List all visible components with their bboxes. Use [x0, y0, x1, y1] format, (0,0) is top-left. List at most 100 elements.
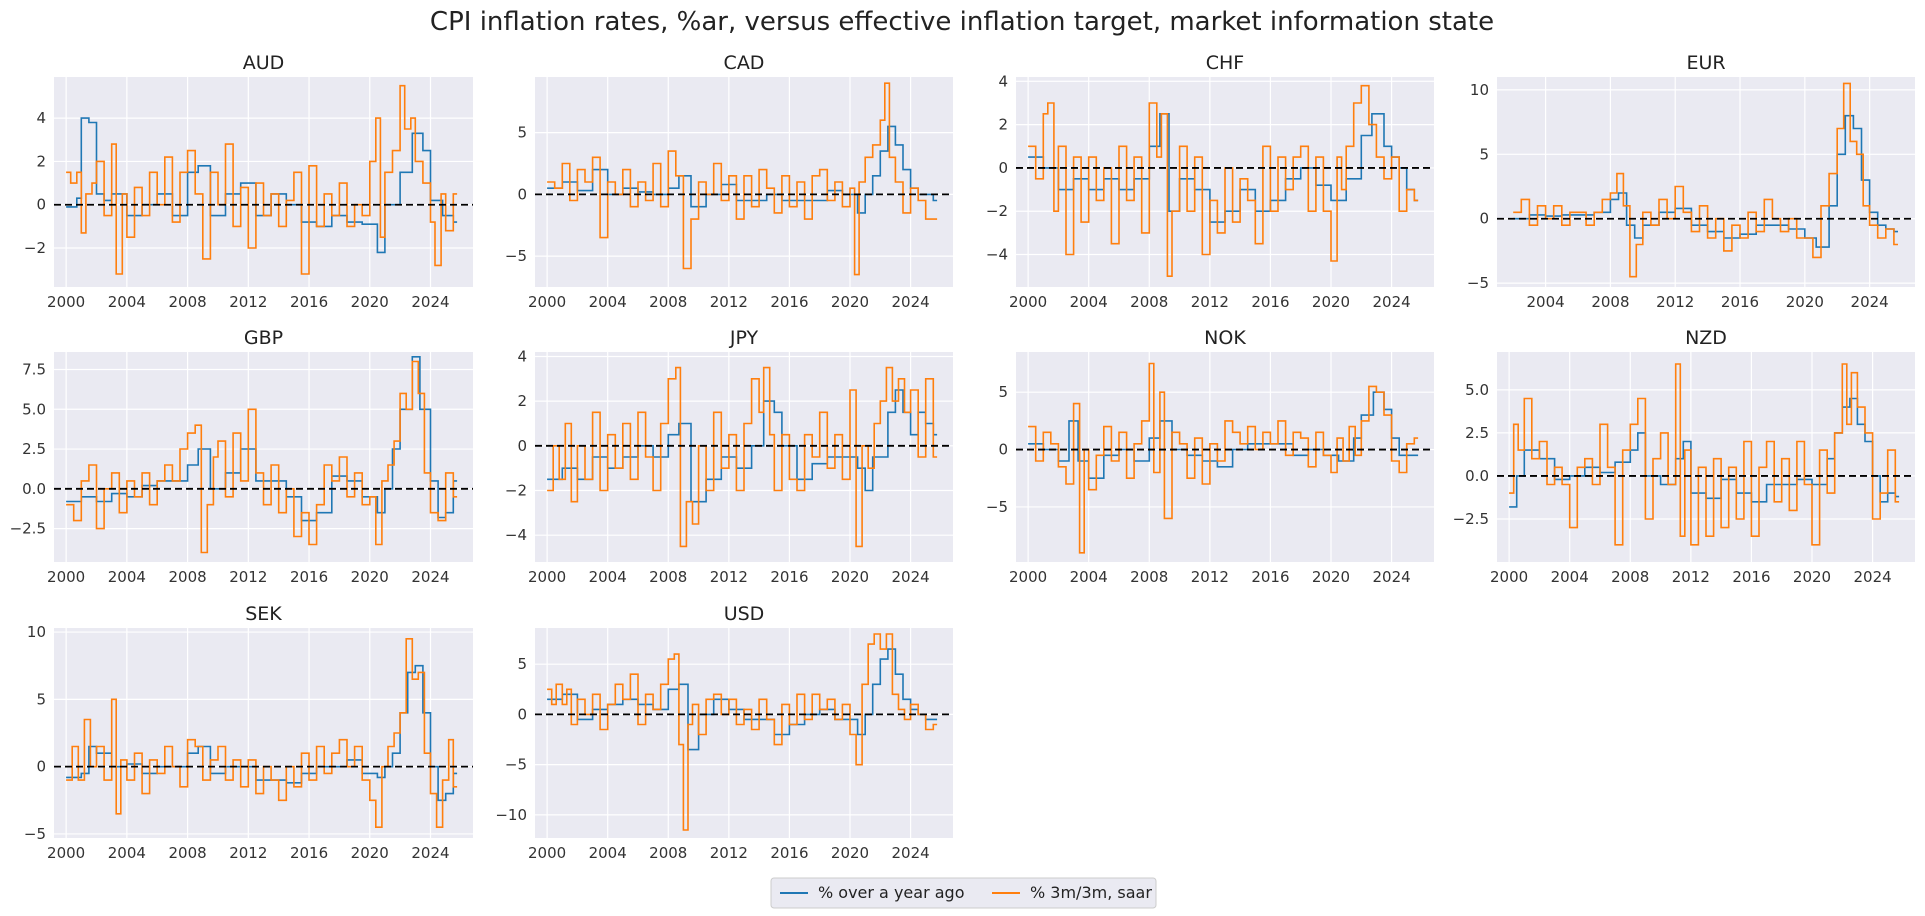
x-tick-label: 2016	[770, 293, 808, 311]
plot-area-aud	[54, 77, 473, 287]
y-tick-label: 0.0	[22, 480, 46, 498]
panel-chf: CHF 2000 2004 2008 2012 2016 2020 2024 −4 −2 0 2 4	[986, 52, 1434, 311]
panel-nok: NOK 2000 2004 2008 2012 2016 2020 2024 −5 0 5	[986, 327, 1434, 586]
y-tick-label: 2.5	[1465, 424, 1489, 442]
x-tick-label: 2004	[1527, 293, 1565, 311]
panel-gbp: GBP 2000 2004 2008 2012 2016 2020 2024 −2.5 0.0 2.…	[10, 327, 473, 586]
y-tick-label: 4	[517, 347, 527, 365]
x-tick-label: 2012	[1191, 568, 1229, 586]
y-tick-label: −2	[505, 482, 527, 500]
y-tick-label: 5	[1479, 145, 1489, 163]
panel-aud: AUD 2000 2004 2008 2012 2016 2020 2024 −2 0 2 4	[24, 52, 473, 311]
y-tick-label: 5.0	[22, 400, 46, 418]
panel-title-gbp: GBP	[244, 327, 283, 349]
panel-title-chf: CHF	[1206, 52, 1244, 74]
x-tick-label: 2016	[770, 568, 808, 586]
x-tick-label: 2008	[169, 293, 207, 311]
x-tick-label: 2000	[528, 844, 566, 862]
series-line-3m3m-eur	[1513, 82, 1898, 278]
x-tick-label: 2020	[831, 844, 869, 862]
x-tick-label: 2024	[1851, 293, 1889, 311]
y-tick-label: 5	[998, 383, 1008, 401]
y-tick-label: 0	[36, 196, 46, 214]
y-tick-label: 10	[1470, 81, 1489, 99]
y-tick-label: −5	[505, 756, 527, 774]
x-tick-label: 2024	[892, 568, 930, 586]
x-tick-label: 2004	[589, 844, 627, 862]
y-tick-label: −4	[505, 526, 527, 544]
x-tick-label: 2024	[411, 568, 449, 586]
x-tick-label: 2004	[589, 568, 627, 586]
panel-jpy: JPY 2000 2004 2008 2012 2016 2020 2024 −4 −2 0 2 4	[505, 327, 953, 586]
x-tick-label: 2020	[351, 844, 389, 862]
x-tick-label: 2008	[1591, 293, 1629, 311]
x-tick-label: 2004	[1070, 568, 1108, 586]
y-tick-label: 5	[36, 690, 46, 708]
x-tick-label: 2024	[892, 844, 930, 862]
series-line-3m3m-chf	[1028, 84, 1419, 277]
x-tick-label: 2020	[831, 568, 869, 586]
panel-title-eur: EUR	[1686, 52, 1725, 74]
series-line-3m3m-aud	[66, 84, 458, 275]
y-tick-label: −5	[986, 498, 1008, 516]
legend-frame	[770, 877, 1157, 909]
x-tick-label: 2012	[710, 293, 748, 311]
panel-eur: EUR 2004 2008 2012 2016 2020 2024 −5 0 5 10	[1467, 52, 1915, 311]
panel-title-nok: NOK	[1204, 327, 1246, 349]
y-tick-label: 2.5	[22, 440, 46, 458]
y-tick-label: −4	[986, 246, 1008, 264]
series-line-3m3m-nzd	[1509, 363, 1900, 546]
y-tick-label: −2.5	[1453, 510, 1489, 528]
x-tick-label: 2000	[47, 293, 85, 311]
x-tick-label: 2008	[1611, 568, 1649, 586]
x-tick-label: 2000	[1490, 568, 1528, 586]
x-tick-label: 2000	[528, 293, 566, 311]
x-tick-label: 2004	[108, 568, 146, 586]
x-tick-label: 2020	[1786, 293, 1824, 311]
plot-area-eur	[1497, 77, 1915, 287]
x-tick-label: 2016	[1251, 568, 1289, 586]
x-tick-label: 2016	[1251, 293, 1289, 311]
x-tick-label: 2000	[47, 568, 85, 586]
x-tick-label: 2020	[1312, 568, 1350, 586]
x-tick-label: 2024	[1373, 568, 1411, 586]
legend-label-yoy: % over a year ago	[818, 883, 964, 902]
panel-title-jpy: JPY	[729, 327, 759, 349]
x-tick-label: 2024	[1854, 568, 1892, 586]
series-line-yoy-jpy	[547, 389, 938, 503]
y-tick-label: 0	[517, 185, 527, 203]
y-tick-label: 0	[517, 705, 527, 723]
x-tick-label: 2016	[770, 844, 808, 862]
x-tick-label: 2004	[1551, 568, 1589, 586]
y-tick-label: 5	[517, 124, 527, 142]
x-tick-label: 2012	[710, 568, 748, 586]
y-tick-label: 0	[998, 441, 1008, 459]
y-tick-label: 2	[517, 392, 527, 410]
plot-area-gbp	[54, 352, 473, 562]
x-tick-label: 2000	[47, 844, 85, 862]
x-tick-label: 2008	[1130, 568, 1168, 586]
x-tick-label: 2004	[108, 844, 146, 862]
x-tick-label: 2016	[290, 844, 328, 862]
legend-label-3m3m: % 3m/3m, saar	[1030, 883, 1152, 902]
panel-nzd: NZD 2000 2004 2008 2012 2016 2020 2024 −2.5 0.0 2.…	[1453, 327, 1915, 586]
x-tick-label: 2004	[1070, 293, 1108, 311]
y-tick-label: 4	[36, 109, 46, 127]
y-tick-label: −5	[24, 825, 46, 843]
x-tick-label: 2024	[411, 293, 449, 311]
series-line-3m3m-cad	[547, 82, 938, 276]
x-tick-label: 2000	[528, 568, 566, 586]
y-tick-label: −2	[986, 202, 1008, 220]
panel-title-sek: SEK	[245, 603, 282, 625]
x-tick-label: 2012	[1656, 293, 1694, 311]
x-tick-label: 2012	[229, 568, 267, 586]
series-line-3m3m-nok	[1028, 362, 1419, 554]
panel-cad: CAD 2000 2004 2008 2012 2016 2020 2024 −5 0 5	[505, 52, 953, 311]
x-tick-label: 2008	[649, 568, 687, 586]
y-tick-label: 5	[517, 655, 527, 673]
x-tick-label: 2016	[290, 568, 328, 586]
x-tick-label: 2016	[1732, 568, 1770, 586]
x-tick-label: 2008	[649, 844, 687, 862]
